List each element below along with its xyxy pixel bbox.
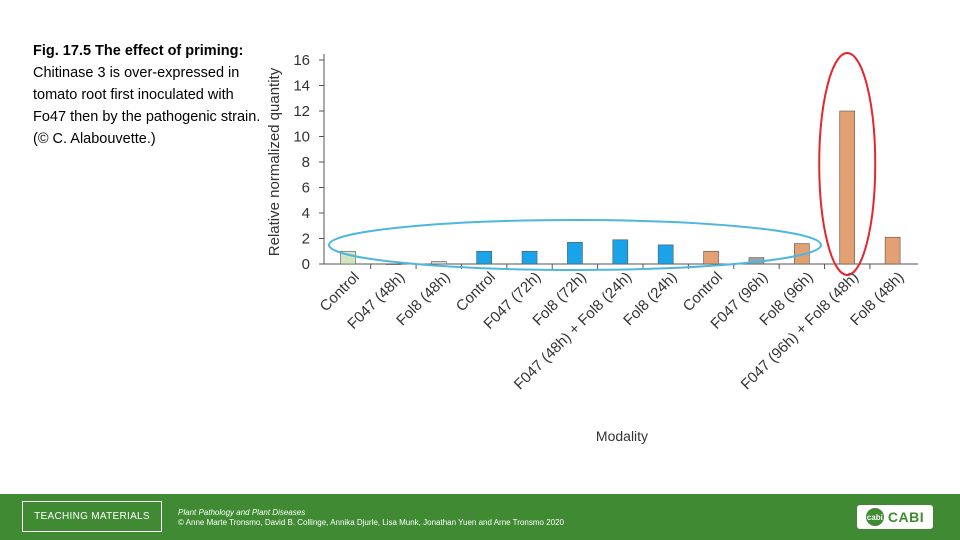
y-tick-label: 2 <box>302 231 310 248</box>
y-tick-label: 12 <box>293 103 310 120</box>
teaching-materials-label: TEACHING MATERIALS <box>22 501 162 532</box>
bar <box>657 244 674 265</box>
bar <box>884 236 901 265</box>
bar <box>430 261 447 265</box>
cabi-logo-icon: cabi <box>865 508 884 526</box>
x-axis-title: Modality <box>596 428 648 444</box>
figure-caption: Fig. 17.5 The effect of priming: Chitina… <box>33 40 268 150</box>
bar <box>703 250 719 265</box>
bar <box>567 242 583 265</box>
bar <box>839 110 856 265</box>
bar <box>612 239 629 265</box>
y-tick-label: 14 <box>293 78 310 95</box>
y-tick-label: 0 <box>302 256 310 273</box>
caption-title: Fig. 17.5 The effect of priming: <box>33 43 244 59</box>
y-tick-label: 4 <box>302 205 310 222</box>
book-title: Plant Pathology and Plant Diseases <box>178 508 306 517</box>
highlight-ellipse-blue <box>328 219 822 271</box>
y-tick-label: 6 <box>302 180 310 197</box>
y-tick-label: 8 <box>302 154 310 171</box>
caption-text: Chitinase 3 is over-expressed in tomato … <box>33 65 261 147</box>
y-tick-label: 10 <box>293 129 310 146</box>
bar <box>385 263 402 265</box>
y-tick-label: 16 <box>293 52 310 69</box>
bar <box>476 250 492 265</box>
cabi-logo[interactable]: cabi CABI <box>857 505 933 529</box>
book-authors: © Anne Marte Tronsmo, David B. Collinge,… <box>178 518 564 527</box>
y-axis-title: Relative normalized quantity <box>266 67 283 256</box>
footer-bar: TEACHING MATERIALS Plant Pathology and P… <box>0 494 960 540</box>
bar <box>521 250 538 265</box>
book-credit: Plant Pathology and Plant Diseases © Ann… <box>178 508 564 528</box>
highlight-ellipse-red <box>818 52 877 276</box>
cabi-logo-text: CABI <box>887 509 925 525</box>
